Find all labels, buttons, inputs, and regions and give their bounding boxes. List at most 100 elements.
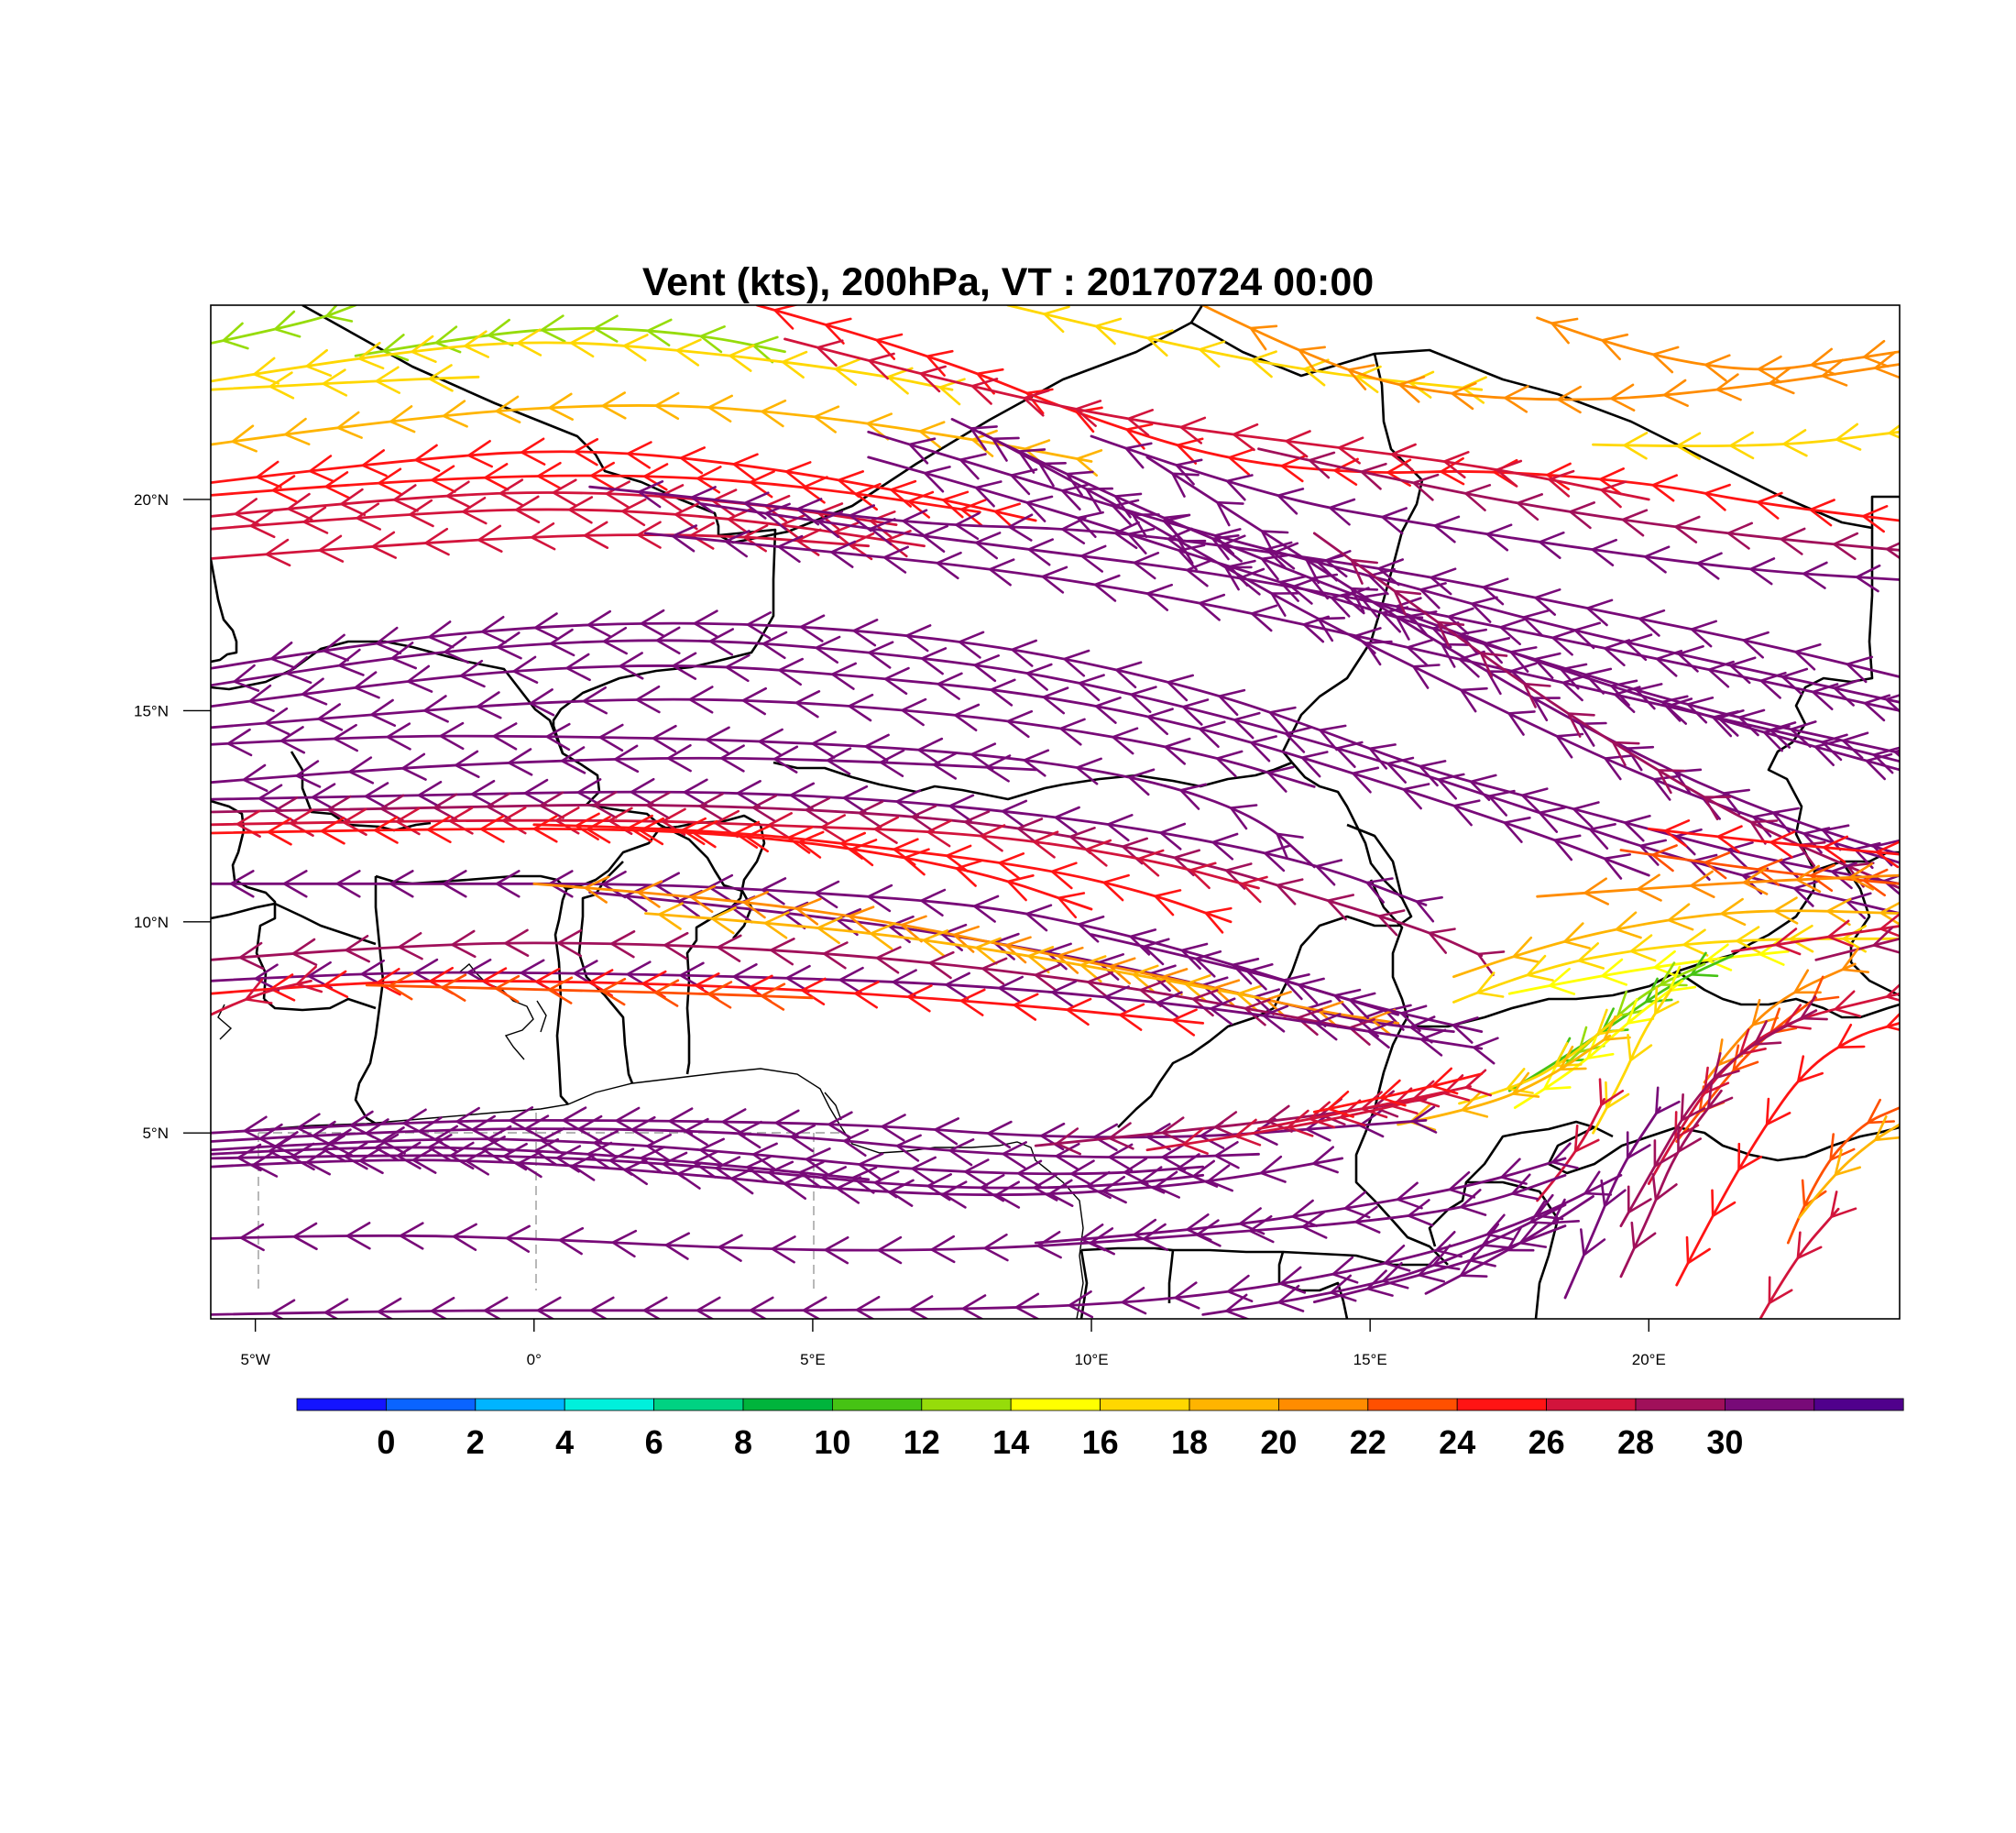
streamline-arrow xyxy=(1360,462,1387,490)
streamline-arrow xyxy=(1085,839,1112,867)
streamline-arrow xyxy=(908,437,937,465)
streamline-arrow xyxy=(1287,1109,1314,1137)
streamline-arrow xyxy=(1342,587,1370,615)
streamline-arrow xyxy=(1078,674,1105,702)
streamline-path xyxy=(950,418,1900,772)
streamline-arrow xyxy=(784,461,812,489)
streamline-arrow xyxy=(233,664,260,692)
streamline-arrow xyxy=(354,671,380,699)
streamline-arrow xyxy=(1503,817,1531,843)
streamline-arrow xyxy=(484,463,509,491)
streamline xyxy=(1424,1195,1594,1295)
streamline-arrow xyxy=(417,781,443,809)
streamline-arrow xyxy=(336,411,363,439)
streamline-arrow xyxy=(699,325,726,354)
streamline xyxy=(1257,447,1900,561)
streamline-arrow xyxy=(414,444,441,472)
streamline-arrow xyxy=(1412,664,1441,689)
streamline-arrow xyxy=(1001,799,1028,828)
streamline-arrow xyxy=(1627,998,1655,1025)
streamline-arrow xyxy=(1076,449,1103,477)
streamline xyxy=(211,685,1316,793)
streamline xyxy=(1563,1086,1681,1300)
streamline-arrow xyxy=(1276,878,1304,906)
latitude-axis: 20°N 15°N 10°N 5°N xyxy=(134,491,211,1142)
streamline-arrow xyxy=(1637,873,1662,902)
streamline-arrow xyxy=(1398,375,1426,403)
streamline-arrow xyxy=(1112,727,1139,755)
streamline-arrow xyxy=(964,1158,990,1187)
streamline-arrow xyxy=(1127,527,1156,554)
streamline xyxy=(1312,1067,1484,1118)
streamline-arrow xyxy=(1557,385,1582,414)
streamline-arrow xyxy=(1298,977,1325,1004)
streamline-arrow xyxy=(1485,523,1513,552)
streamline-arrow xyxy=(593,314,619,343)
streamline-arrow xyxy=(652,724,677,753)
streamline-arrow xyxy=(569,329,596,358)
lat-tick-label: 10°N xyxy=(134,914,169,931)
streamline-arrow xyxy=(725,653,751,683)
streamline-arrow xyxy=(1211,832,1239,861)
streamline xyxy=(1536,316,1900,384)
streamline-arrow xyxy=(1653,1139,1679,1168)
streamline-arrow xyxy=(1705,943,1733,971)
streamline-arrow xyxy=(1703,796,1732,821)
streamline-arrow xyxy=(781,350,808,379)
streamline-arrow xyxy=(1674,515,1701,543)
streamline-arrow xyxy=(1360,592,1388,619)
streamline-arrow xyxy=(1539,531,1565,559)
streamline-arrow xyxy=(1623,432,1649,460)
streamline-arrow xyxy=(918,421,946,449)
streamline-arrow xyxy=(376,968,401,996)
streamline-arrow xyxy=(1603,853,1631,880)
streamline-arrow xyxy=(746,611,772,640)
streamline-arrow xyxy=(382,334,410,362)
streamline-path xyxy=(1312,1072,1484,1114)
colorbar-swatch xyxy=(1725,1398,1815,1411)
colorbar-swatch xyxy=(296,1398,387,1411)
streamline-arrow xyxy=(1119,1003,1145,1031)
streamline-arrow xyxy=(1793,969,1822,994)
streamline-arrow xyxy=(338,648,365,676)
streamline-arrow xyxy=(1025,663,1053,691)
streamline-arrow xyxy=(411,335,437,363)
streamline-arrow xyxy=(1225,1293,1251,1319)
streamline-arrow xyxy=(487,1125,512,1154)
streamline-arrow xyxy=(602,626,628,655)
streamline-arrow xyxy=(610,930,636,959)
streamline xyxy=(1201,1199,1567,1319)
streamline-arrow xyxy=(1830,1191,1857,1219)
streamline-path xyxy=(1312,1224,1567,1303)
streamline-arrow xyxy=(1762,725,1791,752)
streamline-arrow xyxy=(770,938,795,966)
streamline-arrow xyxy=(1412,473,1440,501)
streamline-arrow xyxy=(269,973,296,1002)
streamline-arrow xyxy=(1377,558,1404,587)
streamline xyxy=(1536,862,1900,906)
lat-tick-label: 15°N xyxy=(134,702,169,719)
streamline-arrow xyxy=(1834,1148,1861,1177)
colorbar-swatch xyxy=(832,1398,923,1411)
streamline-arrow xyxy=(1452,799,1481,827)
streamline-arrow xyxy=(465,1147,490,1176)
streamline-arrow xyxy=(471,1114,497,1144)
streamline-arrow xyxy=(361,449,388,477)
streamline-arrow xyxy=(1600,1179,1627,1208)
streamline xyxy=(211,777,1443,923)
streamline-arrow xyxy=(668,1107,694,1136)
streamline-arrow xyxy=(590,461,615,490)
streamline-arrow xyxy=(645,791,671,819)
streamline-arrow xyxy=(655,626,681,654)
streamline xyxy=(211,1146,1344,1209)
streamline-arrow xyxy=(574,438,599,466)
streamline-path xyxy=(211,882,1399,1016)
streamline-arrow xyxy=(1102,873,1130,902)
streamline-arrow xyxy=(1722,788,1750,815)
streamline-arrow xyxy=(1167,674,1194,702)
streamline-arrow xyxy=(1216,500,1244,527)
streamline xyxy=(211,626,1900,920)
streamline-arrow xyxy=(1327,894,1354,921)
streamline-arrow xyxy=(452,1223,477,1251)
